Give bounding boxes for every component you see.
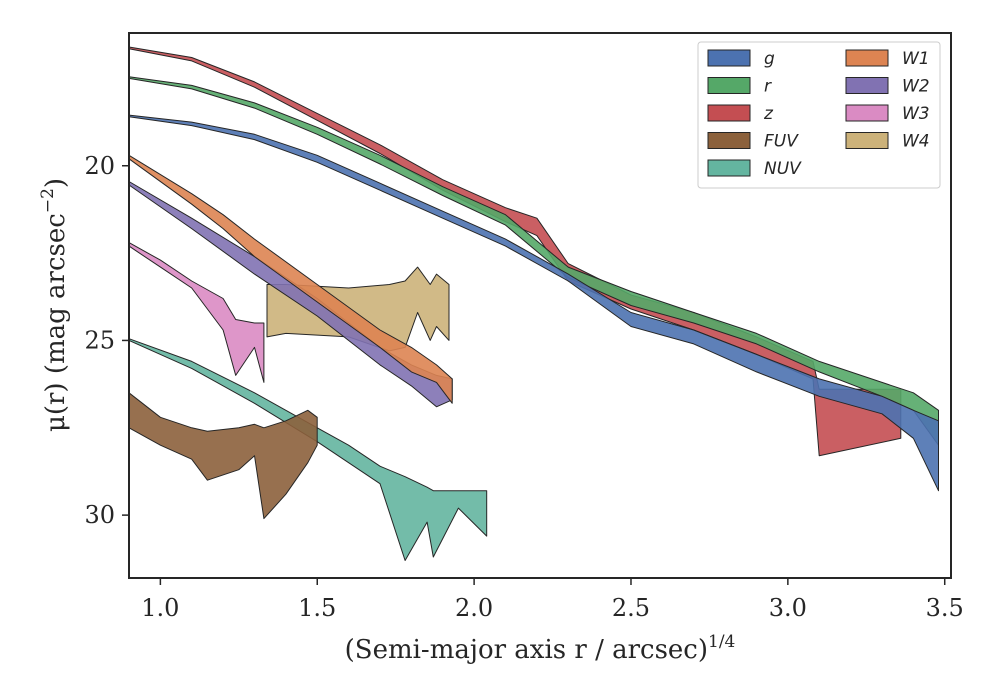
x-tick-label: 3.0	[769, 594, 807, 622]
plot-frame	[128, 32, 952, 579]
legend-label-nuv: NUV	[764, 159, 802, 179]
y-axis-label: μ(r) (mag arcsec−2)	[38, 178, 71, 432]
legend-label-z: z	[763, 104, 774, 124]
legend-label-w4: W4	[902, 132, 930, 152]
x-tick-label: 2.0	[455, 594, 493, 622]
x-axis-label-superscript: 1/4	[708, 632, 735, 652]
legend-swatch-w2	[845, 77, 889, 94]
legend: grz FUV NUV W1 W2 W3 W4	[697, 41, 941, 189]
legend-swatch-fuv	[707, 132, 751, 149]
y-tick-label: 20	[84, 152, 115, 180]
y-tick-label: 30	[84, 501, 115, 529]
series-band-g	[128, 114, 939, 492]
series-band-fuv	[128, 392, 318, 520]
x-axis-label: (Semi-major axis r / arcsec)1/4	[345, 632, 736, 665]
legend-swatch-w1	[845, 49, 889, 67]
legend-swatch-g	[707, 49, 751, 67]
y-axis-label-superscript: −2	[38, 188, 58, 213]
legend-swatch-z	[707, 104, 751, 122]
x-tick-label: 2.5	[612, 594, 650, 622]
legend-label-g: g	[764, 49, 775, 69]
series-band-w3	[128, 242, 265, 383]
x-tick-label: 3.5	[926, 594, 964, 622]
legend-label-w3: W3	[902, 104, 930, 124]
x-axis: 1.0 1.5 2.0 2.5 3.0 3.5	[141, 578, 964, 622]
legend-swatch-nuv	[707, 159, 751, 177]
series-band-z	[128, 46, 902, 457]
y-tick-label: 25	[84, 326, 115, 354]
legend-label-fuv: FUV	[764, 132, 799, 152]
legend-swatch-w4	[845, 132, 889, 149]
legend-label-w1: W1	[902, 49, 930, 69]
legend-label-r: r	[764, 77, 772, 97]
legend-swatch-w3	[845, 104, 889, 122]
y-axis: 20 25 30	[84, 152, 129, 529]
series-layer	[128, 46, 939, 561]
legend-label-w2: W2	[902, 77, 930, 97]
series-band-w1	[128, 154, 453, 404]
legend-swatch-r	[707, 77, 751, 94]
x-tick-label: 1.0	[141, 594, 179, 622]
x-tick-label: 1.5	[298, 594, 336, 622]
y-axis-label-close: )	[41, 178, 71, 188]
